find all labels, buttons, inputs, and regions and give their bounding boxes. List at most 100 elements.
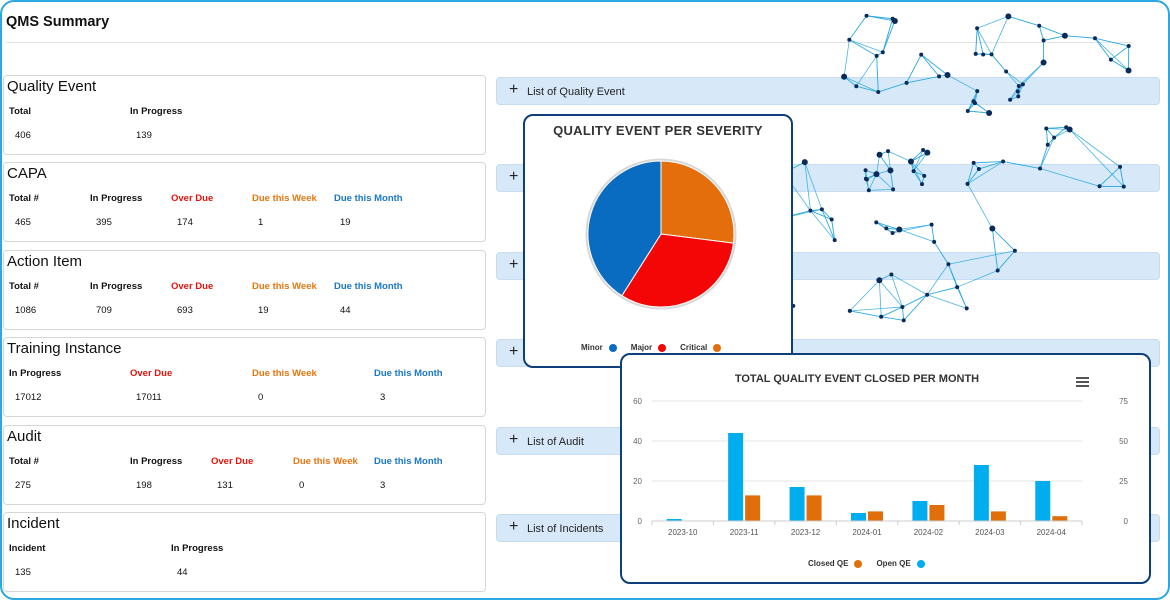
stat-label: Total # <box>9 193 39 204</box>
stat-column[interactable]: Total # 465 <box>9 193 39 228</box>
stat-value: 44 <box>340 305 351 316</box>
legend-label: Critical <box>680 343 708 352</box>
closed-per-month-chart: 0 20 40 60 0 25 50 75 2023-10 2023-11 2023-12 2024-… <box>633 397 1128 537</box>
bar-open-qe[interactable] <box>1035 481 1051 521</box>
stat-value: 3 <box>380 392 386 403</box>
x-tick-label: 2024-02 <box>914 528 944 537</box>
page-title: QMS Summary <box>6 14 110 30</box>
legend-item-minor[interactable]: Minor <box>581 343 617 352</box>
stat-column[interactable]: Total 406 <box>9 106 31 141</box>
stat-label: Incident <box>9 543 46 554</box>
stat-column[interactable]: In Progress 139 <box>130 106 183 141</box>
legend-item-closed-qe[interactable]: Closed QE <box>808 559 863 568</box>
legend-label: Closed QE <box>808 559 849 568</box>
stat-value: 0 <box>258 392 264 403</box>
y-left-tick: 20 <box>633 477 642 486</box>
stat-value: 17012 <box>15 392 42 403</box>
bar-closed-qe[interactable] <box>990 511 1006 521</box>
stat-label: In Progress <box>130 456 183 467</box>
stat-column[interactable]: Over Due 693 <box>171 281 213 316</box>
stat-column[interactable]: Due this Month 19 <box>334 193 403 228</box>
legend-item-major[interactable]: Major <box>631 343 667 352</box>
legend-label: Minor <box>581 343 603 352</box>
stat-value: 0 <box>299 480 305 491</box>
bar-closed-qe[interactable] <box>929 505 945 521</box>
legend-dot <box>608 343 617 352</box>
pie-slice-minor[interactable] <box>587 160 662 297</box>
stat-column[interactable]: In Progress 709 <box>90 281 142 316</box>
stat-column[interactable]: Total # 1086 <box>9 281 39 316</box>
bar-chart-title: TOTAL QUALITY EVENT CLOSED PER MONTH <box>734 373 980 385</box>
stat-column[interactable]: Due this Month 3 <box>374 456 443 491</box>
legend-dot <box>713 343 722 352</box>
legend-item-critical[interactable]: Critical <box>680 343 722 352</box>
stat-label: Due this Month <box>334 193 403 204</box>
stat-label: In Progress <box>130 106 183 117</box>
bar-legend: Closed QE Open QE <box>808 559 925 568</box>
stat-column[interactable]: Over Due 17011 <box>130 368 172 403</box>
severity-pie-panel: QUALITY EVENT PER SEVERITY Minor Major C… <box>523 114 793 368</box>
stat-label: Due this Week <box>252 368 317 379</box>
plus-icon: + <box>509 81 519 98</box>
accordion-label: List of Incidents <box>527 523 604 535</box>
bar-closed-qe[interactable] <box>806 495 822 521</box>
stat-label: Due this Month <box>374 456 443 467</box>
bar-closed-qe[interactable] <box>745 495 761 521</box>
bar-closed-qe[interactable] <box>868 511 883 521</box>
card-title: Quality Event <box>7 78 97 95</box>
stat-column[interactable]: In Progress 198 <box>130 456 183 491</box>
bar-open-qe[interactable] <box>789 487 805 521</box>
bar-closed-qe[interactable] <box>1052 516 1068 521</box>
bar-open-qe[interactable] <box>666 519 682 521</box>
stat-value: 693 <box>177 305 193 316</box>
accordion-quality-event-list[interactable]: + List of Quality Event <box>496 77 1160 105</box>
stat-column[interactable]: Due this Week 1 <box>252 193 317 228</box>
legend-item-open-qe[interactable]: Open QE <box>876 559 925 568</box>
stat-value: 465 <box>15 217 31 228</box>
pie-slice-critical[interactable] <box>660 160 735 244</box>
card-title: Audit <box>7 428 42 445</box>
stat-column[interactable]: Due this Month 3 <box>374 368 443 403</box>
stat-label: Due this Month <box>334 281 403 292</box>
network-graph-decoration <box>762 13 1132 323</box>
stat-column[interactable]: Over Due 131 <box>211 456 253 491</box>
plus-icon: + <box>509 168 519 185</box>
stat-column[interactable]: In Progress 395 <box>90 193 142 228</box>
stat-column[interactable]: Over Due 174 <box>171 193 213 228</box>
capa-card: CAPA Total # 465 In Progress 395 Over Due 174… <box>3 162 486 242</box>
legend-dot <box>916 559 925 568</box>
stat-column[interactable]: Due this Week 0 <box>252 368 317 403</box>
stat-column[interactable]: Total # 275 <box>9 456 39 491</box>
card-title: Incident <box>7 515 60 532</box>
stat-value: 19 <box>258 305 269 316</box>
legend-label: Open QE <box>876 559 911 568</box>
card-title: Training Instance <box>7 340 122 357</box>
stat-column[interactable]: In Progress 17012 <box>9 368 61 403</box>
stat-column[interactable]: Due this Week 0 <box>293 456 358 491</box>
audit-card: Audit Total # 275 In Progress 198 Over Due 13… <box>3 425 486 505</box>
stat-column[interactable]: In Progress 44 <box>171 543 223 578</box>
accordion-label: List of Quality Event <box>527 86 625 98</box>
plus-icon: + <box>509 256 519 273</box>
accordion-label: List of Audit <box>527 436 584 448</box>
quality-event-card: Quality Event Total 406 In Progress 139 <box>3 75 486 155</box>
stat-label: Total <box>9 106 31 117</box>
stat-value: 198 <box>136 480 152 491</box>
pie-shadow-ring <box>585 158 737 310</box>
stat-value: 174 <box>177 217 193 228</box>
y-right-tick: 50 <box>1119 437 1128 446</box>
bar-open-qe[interactable] <box>912 501 928 521</box>
stat-label: Due this Week <box>252 193 317 204</box>
stat-column[interactable]: Due this Week 19 <box>252 281 317 316</box>
bar-open-qe[interactable] <box>973 465 989 521</box>
stat-value: 406 <box>15 130 31 141</box>
stat-column[interactable]: Incident 135 <box>9 543 46 578</box>
hamburger-menu-icon[interactable] <box>1076 377 1089 387</box>
x-tick-label: 2024-03 <box>975 528 1005 537</box>
bar-open-qe[interactable] <box>851 513 866 521</box>
severity-pie-chart <box>585 158 737 310</box>
stat-column[interactable]: Due this Month 44 <box>334 281 403 316</box>
bar-open-qe[interactable] <box>728 433 744 521</box>
plus-icon: + <box>509 343 519 360</box>
